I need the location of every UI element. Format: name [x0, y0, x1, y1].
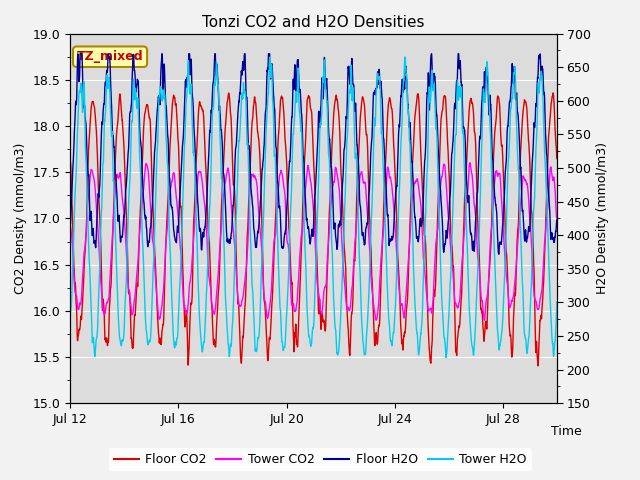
Tower CO2	[154, 307, 162, 312]
Floor H2O	[396, 121, 403, 127]
Floor H2O	[76, 51, 84, 57]
Tower H2O	[154, 138, 162, 144]
Tower CO2	[396, 286, 403, 292]
Line: Tower H2O: Tower H2O	[70, 57, 557, 358]
Floor H2O	[552, 223, 560, 228]
Floor H2O	[450, 124, 458, 130]
Text: TZ_mixed: TZ_mixed	[77, 50, 143, 63]
Tower CO2	[67, 224, 74, 230]
Floor CO2	[552, 145, 560, 151]
Tower CO2	[450, 281, 458, 287]
Floor H2O	[295, 83, 303, 89]
Tower H2O	[266, 54, 273, 60]
Tower H2O	[396, 192, 403, 197]
Title: Tonzi CO2 and H2O Densities: Tonzi CO2 and H2O Densities	[202, 15, 425, 30]
Tower H2O	[67, 310, 74, 316]
Floor H2O	[495, 252, 502, 257]
Tower CO2	[553, 215, 561, 221]
Floor CO2	[154, 318, 162, 324]
Line: Floor H2O: Floor H2O	[70, 54, 557, 254]
Y-axis label: CO2 Density (mmol/m3): CO2 Density (mmol/m3)	[14, 143, 28, 294]
Tower H2O	[295, 104, 303, 109]
Tower CO2	[466, 160, 474, 166]
Floor CO2	[534, 363, 542, 369]
Tower H2O	[450, 177, 458, 183]
Floor CO2	[422, 251, 430, 257]
Floor CO2	[553, 156, 561, 161]
Tower CO2	[295, 271, 303, 276]
Floor H2O	[553, 217, 561, 223]
Y-axis label: H2O Density (mmol/m3): H2O Density (mmol/m3)	[596, 143, 609, 294]
Tower H2O	[552, 312, 560, 318]
Legend: Floor CO2, Tower CO2, Floor H2O, Tower H2O: Floor CO2, Tower CO2, Floor H2O, Tower H…	[109, 448, 531, 471]
Floor CO2	[396, 277, 403, 283]
Floor CO2	[295, 313, 303, 319]
Floor CO2	[67, 159, 74, 165]
Tower CO2	[552, 213, 560, 218]
Tower H2O	[553, 299, 561, 305]
Tower CO2	[481, 317, 488, 323]
Floor CO2	[549, 90, 557, 96]
Floor H2O	[67, 222, 74, 228]
Tower H2O	[422, 193, 430, 199]
Floor H2O	[422, 124, 430, 130]
Line: Floor CO2: Floor CO2	[70, 93, 557, 366]
Line: Tower CO2: Tower CO2	[70, 163, 557, 320]
Tower CO2	[422, 285, 430, 291]
Floor H2O	[154, 101, 162, 107]
X-axis label: Time: Time	[551, 425, 582, 438]
Tower H2O	[442, 355, 450, 360]
Floor CO2	[450, 267, 458, 273]
